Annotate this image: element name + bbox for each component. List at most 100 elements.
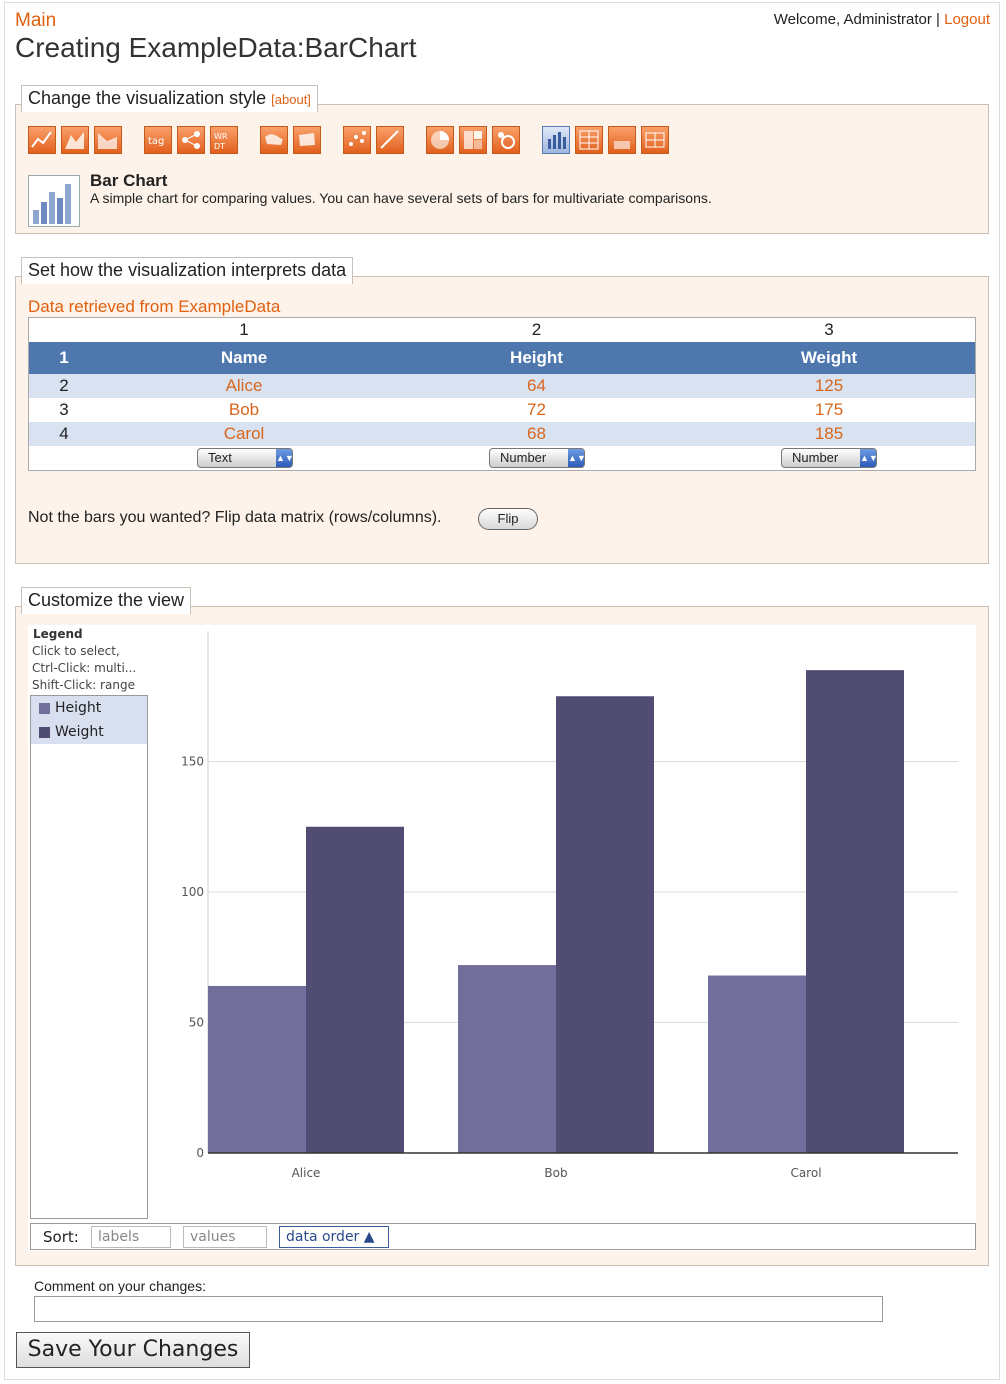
welcome-text: Welcome, Administrator: [773, 11, 932, 28]
cell-weight: 185: [814, 424, 844, 443]
comment-label: Comment on your changes:: [34, 1278, 206, 1294]
select-arrows-icon: ▲▼: [860, 449, 878, 467]
flip-prompt: Not the bars you wanted? Flip data matri…: [28, 509, 442, 526]
legend-hint: Shift-Click: range: [32, 678, 135, 692]
column-number-row: 1 2 3: [29, 318, 975, 342]
bar-chart-thumbnail-icon: [33, 184, 71, 224]
treemap-icon[interactable]: [459, 126, 487, 154]
x-tick-label: Alice: [292, 1166, 321, 1180]
header-name: Name: [220, 348, 268, 367]
world-map-icon[interactable]: [260, 126, 288, 154]
column-type-value: Number: [792, 450, 839, 465]
svg-text:tag: tag: [148, 136, 164, 147]
header-row: 1 Name Height Weight: [29, 342, 975, 374]
table-row: 3 Bob 72 175: [29, 398, 975, 422]
y-tick-label: 100: [181, 885, 204, 899]
bar-weight-alice: [306, 826, 404, 1153]
cell-height: 72: [527, 400, 546, 419]
row-number: 3: [59, 400, 69, 419]
stack-graph-icon[interactable]: [641, 126, 669, 154]
matrix-chart-icon[interactable]: [376, 126, 404, 154]
x-tick-label: Bob: [544, 1166, 567, 1180]
about-link[interactable]: [about]: [271, 92, 311, 107]
scatterplot-icon[interactable]: [343, 126, 371, 154]
interpret-panel: Set how the visualization interprets dat…: [15, 257, 989, 564]
legend-item-height[interactable]: Height: [31, 696, 147, 720]
y-tick-label: 150: [181, 755, 204, 769]
column-type-select-weight[interactable]: Number ▲▼: [781, 448, 878, 468]
line-chart-icon[interactable]: [28, 126, 56, 154]
stacked-area-icon[interactable]: [94, 126, 122, 154]
bar-height-alice: [208, 985, 306, 1153]
selected-chart-name: Bar Chart: [90, 171, 168, 190]
select-arrows-icon: ▲▼: [276, 449, 294, 467]
bar-chart-icon[interactable]: [542, 126, 570, 154]
cell-weight: 125: [814, 376, 844, 395]
legend-title: Legend: [33, 627, 83, 641]
selected-chart-thumbnail: [28, 175, 80, 227]
svg-text:DT: DT: [214, 142, 225, 151]
column-type-select-height[interactable]: Number ▲▼: [489, 448, 586, 468]
header-height: Height: [510, 348, 563, 367]
word-tree-icon[interactable]: WR DT: [210, 126, 238, 154]
save-changes-button[interactable]: Save Your Changes: [16, 1332, 250, 1368]
table-row: 4 Carol 68 185: [29, 422, 975, 446]
cell-name: Carol: [223, 424, 265, 443]
logout-link[interactable]: Logout: [944, 11, 990, 28]
cell-name: Alice: [225, 376, 263, 395]
type-row: Text ▲▼ Number ▲▼ Number ▲▼: [29, 446, 975, 470]
page-frame: [4, 2, 1000, 1380]
data-table: 1 2 3 1 Name Height Weight 2 Alice 64 12…: [28, 317, 976, 471]
cell-height: 68: [527, 424, 546, 443]
network-icon[interactable]: [177, 126, 205, 154]
bar-weight-bob: [556, 696, 654, 1153]
customize-panel: Customize the view Legend Click to selec…: [15, 587, 989, 1266]
header-weight: Weight: [800, 348, 858, 367]
cell-name: Bob: [228, 400, 260, 419]
page-title: Creating ExampleData:BarChart: [15, 32, 417, 63]
welcome-bar: Welcome, Administrator | Logout: [774, 11, 990, 28]
selected-chart-description: A simple chart for comparing values. You…: [90, 190, 712, 206]
bubble-chart-icon[interactable]: [492, 126, 520, 154]
row-number: 1: [59, 348, 69, 367]
column-type-value: Number: [500, 450, 547, 465]
style-panel-legend: Change the visualization style [about]: [21, 85, 318, 112]
column-number: 1: [239, 320, 249, 339]
flip-button[interactable]: Flip: [478, 508, 538, 530]
sort-bar: Sort: labels values data order ▲: [30, 1223, 976, 1250]
pie-chart-icon[interactable]: [426, 126, 454, 154]
cell-weight: 175: [814, 400, 844, 419]
sort-by-labels-button[interactable]: labels: [91, 1226, 171, 1248]
main-link[interactable]: Main: [15, 10, 57, 31]
sort-by-values-button[interactable]: values: [183, 1226, 267, 1248]
comment-input[interactable]: [34, 1296, 883, 1322]
histogram-icon[interactable]: [575, 126, 603, 154]
legend-item-weight[interactable]: Weight: [31, 720, 147, 744]
y-tick-label: 0: [196, 1146, 204, 1160]
bar-height-bob: [458, 965, 556, 1153]
row-number: 2: [59, 376, 69, 395]
legend-item-label: Weight: [55, 724, 104, 740]
column-type-value: Text: [208, 450, 232, 465]
table-row: 2 Alice 64 125: [29, 374, 975, 398]
row-number: 4: [59, 424, 69, 443]
column-type-select-name[interactable]: Text ▲▼: [197, 448, 294, 468]
cell-height: 64: [527, 376, 546, 395]
area-chart-icon[interactable]: [61, 126, 89, 154]
legend-list: Height Weight: [30, 695, 148, 1219]
block-histogram-icon[interactable]: [608, 126, 636, 154]
sort-by-data-order-button[interactable]: data order ▲: [279, 1226, 389, 1248]
legend-hint: Ctrl-Click: multi...: [32, 661, 137, 675]
legend-item-label: Height: [55, 700, 102, 716]
bar-weight-carol: [806, 670, 904, 1153]
column-number: 3: [824, 320, 834, 339]
tag-cloud-icon[interactable]: tag: [144, 126, 172, 154]
interpret-panel-legend: Set how the visualization interprets dat…: [21, 257, 354, 284]
legend-swatch: [39, 727, 50, 738]
us-map-icon[interactable]: [293, 126, 321, 154]
legend-swatch: [39, 703, 50, 714]
style-panel-title: Change the visualization style: [28, 88, 267, 108]
select-arrows-icon: ▲▼: [568, 449, 586, 467]
data-source-link[interactable]: Data retrieved from ExampleData: [28, 297, 281, 316]
welcome-separator: |: [936, 11, 940, 28]
